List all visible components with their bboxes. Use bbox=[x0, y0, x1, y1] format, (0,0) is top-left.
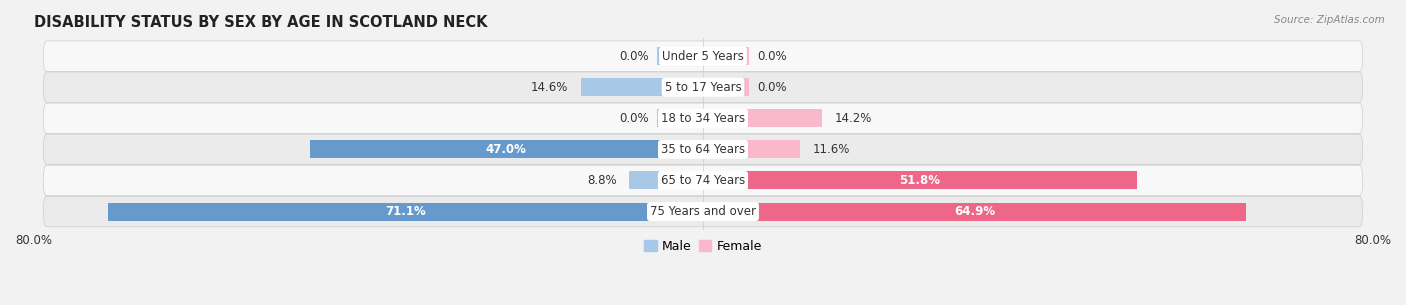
Text: DISABILITY STATUS BY SEX BY AGE IN SCOTLAND NECK: DISABILITY STATUS BY SEX BY AGE IN SCOTL… bbox=[34, 15, 486, 30]
FancyBboxPatch shape bbox=[44, 72, 1362, 102]
FancyBboxPatch shape bbox=[44, 103, 1362, 134]
Bar bbox=[309, 140, 703, 158]
Bar bbox=[703, 109, 823, 127]
Text: 75 Years and over: 75 Years and over bbox=[650, 205, 756, 218]
Bar bbox=[657, 109, 703, 127]
Text: 35 to 64 Years: 35 to 64 Years bbox=[661, 143, 745, 156]
Text: 11.6%: 11.6% bbox=[813, 143, 851, 156]
Text: 65 to 74 Years: 65 to 74 Years bbox=[661, 174, 745, 187]
Bar bbox=[581, 78, 703, 96]
Bar bbox=[630, 171, 703, 189]
Text: 64.9%: 64.9% bbox=[955, 205, 995, 218]
Text: 8.8%: 8.8% bbox=[588, 174, 617, 187]
FancyBboxPatch shape bbox=[44, 134, 1362, 165]
Text: 14.6%: 14.6% bbox=[531, 81, 568, 94]
Text: Under 5 Years: Under 5 Years bbox=[662, 50, 744, 63]
Text: 5 to 17 Years: 5 to 17 Years bbox=[665, 81, 741, 94]
Text: 0.0%: 0.0% bbox=[619, 112, 648, 125]
Bar bbox=[703, 78, 749, 96]
Bar bbox=[703, 140, 800, 158]
Legend: Male, Female: Male, Female bbox=[640, 235, 766, 258]
Text: 0.0%: 0.0% bbox=[758, 81, 787, 94]
Bar bbox=[703, 203, 1246, 221]
Text: 14.2%: 14.2% bbox=[834, 112, 872, 125]
FancyBboxPatch shape bbox=[44, 165, 1362, 196]
Bar bbox=[657, 47, 703, 65]
Text: 0.0%: 0.0% bbox=[619, 50, 648, 63]
Bar bbox=[703, 171, 1136, 189]
Text: Source: ZipAtlas.com: Source: ZipAtlas.com bbox=[1274, 15, 1385, 25]
FancyBboxPatch shape bbox=[44, 41, 1362, 71]
Bar bbox=[108, 203, 703, 221]
FancyBboxPatch shape bbox=[44, 196, 1362, 227]
Bar bbox=[703, 47, 749, 65]
Text: 71.1%: 71.1% bbox=[385, 205, 426, 218]
Text: 51.8%: 51.8% bbox=[900, 174, 941, 187]
Text: 47.0%: 47.0% bbox=[486, 143, 527, 156]
Text: 18 to 34 Years: 18 to 34 Years bbox=[661, 112, 745, 125]
Text: 0.0%: 0.0% bbox=[758, 50, 787, 63]
